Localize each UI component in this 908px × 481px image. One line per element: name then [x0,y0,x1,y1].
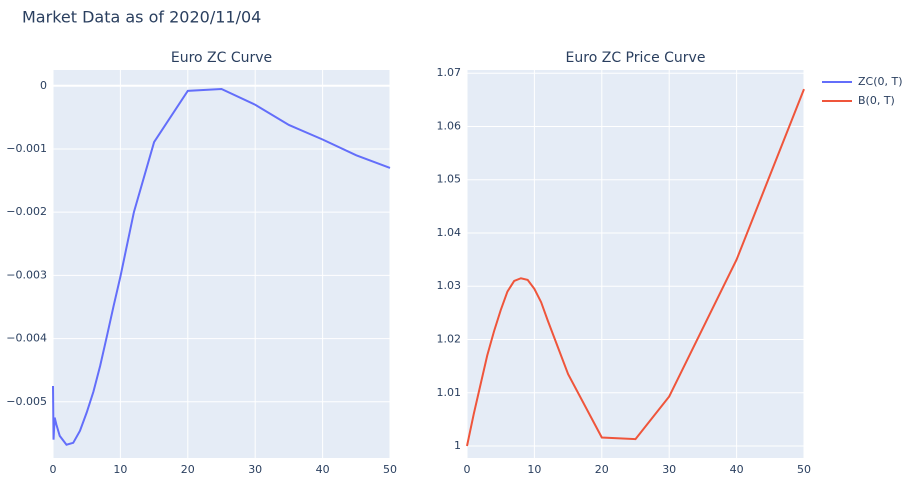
x-tick-label: 20 [595,463,609,476]
y-tick-label: 0 [40,79,47,92]
y-tick-label: 1.05 [437,173,462,186]
x-tick-label: 30 [662,463,676,476]
y-tick-label: 1.02 [437,332,462,345]
y-tick-label: 1.03 [437,279,462,292]
x-tick-label: 30 [248,463,262,476]
line-series [52,87,391,446]
y-tick-label: −0.002 [6,205,47,218]
plot-area [467,70,804,458]
x-tick-label: 50 [383,463,397,476]
subplot-title: Euro ZC Curve [171,50,272,66]
x-tick-label: 10 [527,463,541,476]
y-tick-label: 1.04 [437,226,462,239]
line-series [466,88,805,447]
y-tick-label: −0.003 [6,268,47,281]
subplot-title: Euro ZC Price Curve [566,50,706,66]
x-tick-label: 0 [50,463,57,476]
legend-label: B(0, T) [858,94,895,107]
y-tick-label: 1.06 [437,119,462,132]
y-tick-label: 1 [454,439,461,452]
x-tick-label: 0 [464,463,471,476]
y-tick-label: 1.07 [437,66,462,79]
x-tick-label: 50 [797,463,811,476]
legend-label: ZC(0, T) [858,75,903,88]
plot-area [53,70,390,458]
x-tick-label: 20 [181,463,195,476]
x-tick-label: 40 [730,463,744,476]
y-tick-label: 1.01 [437,386,462,399]
x-tick-label: 40 [316,463,330,476]
y-tick-label: −0.004 [6,332,47,345]
x-tick-label: 10 [113,463,127,476]
y-tick-label: −0.005 [6,395,47,408]
y-tick-label: −0.001 [6,142,47,155]
page-title: Market Data as of 2020/11/04 [22,8,261,27]
